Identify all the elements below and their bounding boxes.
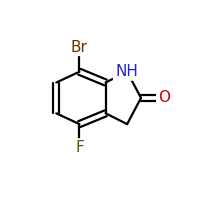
Text: NH: NH [114, 64, 140, 79]
Text: F: F [75, 140, 84, 155]
Text: F: F [74, 140, 85, 155]
Text: NH: NH [116, 64, 139, 79]
Text: Br: Br [70, 40, 89, 55]
Text: O: O [158, 90, 170, 105]
Text: Br: Br [71, 40, 88, 55]
Text: O: O [158, 90, 171, 105]
